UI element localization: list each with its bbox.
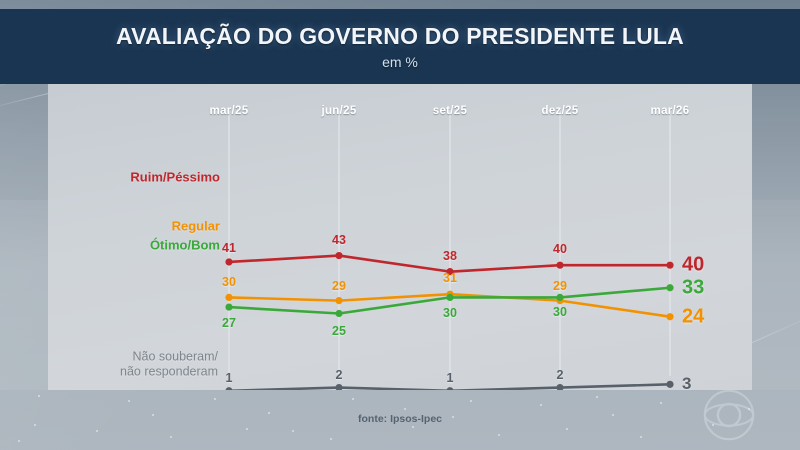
- x-tick-dez/25: dez/25: [541, 105, 579, 117]
- chart-svg: [225, 110, 674, 390]
- point-value-label: 30: [222, 275, 236, 290]
- background-panel-right: [752, 200, 800, 390]
- data-point: [666, 261, 674, 269]
- background-dot: [712, 424, 714, 426]
- series-label-nao-souberam: Não souberam/não responderam: [120, 349, 218, 379]
- data-point: [556, 383, 564, 390]
- background-dot: [214, 398, 216, 400]
- background-dot: [412, 426, 414, 428]
- background-panel-left: [0, 200, 48, 390]
- page-title: AVALIAÇÃO DO GOVERNO DO PRESIDENTE LULA: [116, 23, 684, 49]
- data-point: [225, 387, 233, 390]
- background-dot: [170, 436, 172, 438]
- end-value-label: 3: [682, 374, 692, 390]
- background-dot: [38, 395, 40, 397]
- point-value-label: 41: [222, 240, 236, 255]
- background-dot: [452, 416, 454, 418]
- point-value-label: 31: [443, 271, 457, 286]
- source-note: fonte: Ipsos-Ipec: [357, 413, 443, 425]
- background-dot: [352, 398, 354, 400]
- point-value-label: 2: [335, 367, 343, 382]
- data-point: [666, 284, 674, 292]
- background-dot: [566, 428, 568, 430]
- point-value-label: 29: [332, 278, 346, 293]
- data-point: [556, 261, 564, 269]
- x-tick-mar/25: mar/25: [209, 105, 249, 117]
- background-dot: [128, 400, 130, 402]
- data-point: [335, 297, 343, 305]
- background-dot: [612, 414, 614, 416]
- globo-logo-watermark: [703, 389, 755, 441]
- background-dot: [404, 408, 406, 410]
- background-dot: [540, 404, 542, 406]
- x-tick-set/25: set/25: [432, 105, 468, 117]
- background-dot: [18, 440, 20, 442]
- data-point: [556, 293, 564, 301]
- background-dot: [748, 408, 750, 410]
- page-subtitle: em %: [382, 54, 418, 70]
- point-value-label: 30: [553, 305, 567, 320]
- data-point: [335, 251, 343, 260]
- background-dot: [34, 424, 36, 426]
- chart-panel: mar/25 jun/25 set/25 dez/25 mar/26 41 43 38 40 30…: [48, 84, 752, 390]
- series-label-line2: não responderam: [120, 364, 218, 378]
- point-value-label: 43: [332, 232, 346, 247]
- background-dot: [498, 434, 500, 436]
- data-point: [446, 387, 454, 390]
- line-chart-plot: mar/25 jun/25 set/25 dez/25 mar/26 41 43 38 40 30…: [48, 84, 752, 390]
- series-label-line1: Não souberam/: [132, 349, 218, 364]
- background-dot: [330, 438, 332, 440]
- data-point: [666, 313, 674, 321]
- x-tick-jun/25: jun/25: [321, 105, 357, 117]
- data-point: [225, 303, 233, 311]
- point-value-label: 1: [225, 370, 233, 385]
- title-banner: AVALIAÇÃO DO GOVERNO DO PRESIDENTE LULA …: [0, 9, 800, 84]
- data-point: [666, 380, 674, 388]
- background-dot: [268, 412, 270, 414]
- data-point: [446, 268, 454, 276]
- point-value-label: 1: [446, 370, 454, 385]
- point-value-label: 2: [556, 367, 564, 382]
- background-dot: [470, 400, 472, 402]
- point-value-label: 27: [222, 316, 236, 331]
- point-value-label: 40: [553, 242, 567, 257]
- end-value-label: 24: [682, 305, 705, 328]
- background-dot: [292, 430, 294, 432]
- background-dot: [152, 414, 154, 416]
- data-point: [446, 293, 454, 301]
- series-label-regular: Regular: [171, 218, 220, 234]
- series-line-não-souberam: [227, 383, 672, 390]
- data-point: [335, 309, 343, 318]
- end-value-label: 40: [682, 253, 705, 276]
- x-tick-mar/26: mar/26: [650, 105, 690, 117]
- background-dot: [96, 430, 98, 432]
- point-value-label: 38: [443, 248, 457, 263]
- point-value-label: 29: [553, 278, 567, 293]
- background-dot: [660, 402, 662, 404]
- background-dot: [640, 436, 642, 438]
- point-value-label: 30: [443, 306, 457, 321]
- point-value-label: 25: [332, 323, 346, 338]
- series-label-ótimo: Ótimo/Bom: [149, 237, 220, 253]
- data-point: [335, 383, 343, 390]
- background-dot: [246, 428, 248, 430]
- end-value-label: 33: [682, 276, 705, 299]
- data-point: [225, 293, 233, 301]
- data-point: [225, 258, 233, 266]
- background-dot: [596, 396, 598, 398]
- series-label-ruim: Ruim/Péssimo: [130, 169, 220, 185]
